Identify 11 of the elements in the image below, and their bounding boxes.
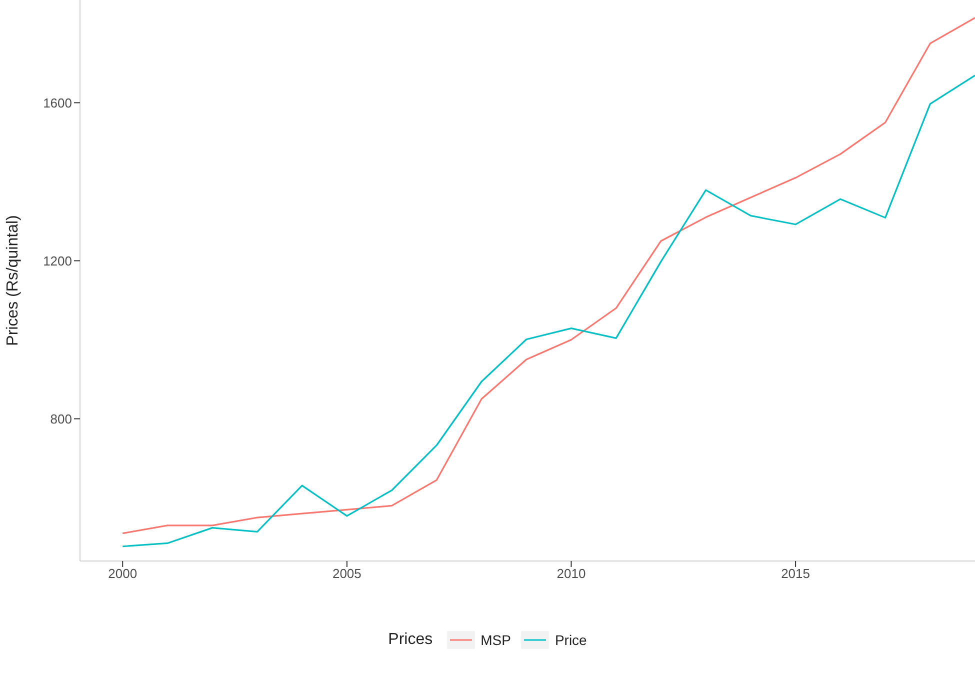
y-axis-title: Prices (Rs/quintal) — [4, 215, 22, 346]
x-tick-label: 2000 — [108, 566, 138, 582]
y-tick-label: 1200 — [43, 253, 72, 268]
legend-title: Prices — [388, 631, 433, 649]
legend-label: MSP — [480, 632, 511, 648]
x-tick-label: 2005 — [332, 566, 362, 582]
y-tick-label: 1600 — [43, 95, 72, 110]
y-tick-label: 800 — [50, 411, 72, 426]
x-tick-label: 2010 — [556, 566, 586, 582]
x-tick-label: 2015 — [781, 566, 810, 582]
legend-label: Price — [554, 632, 587, 648]
